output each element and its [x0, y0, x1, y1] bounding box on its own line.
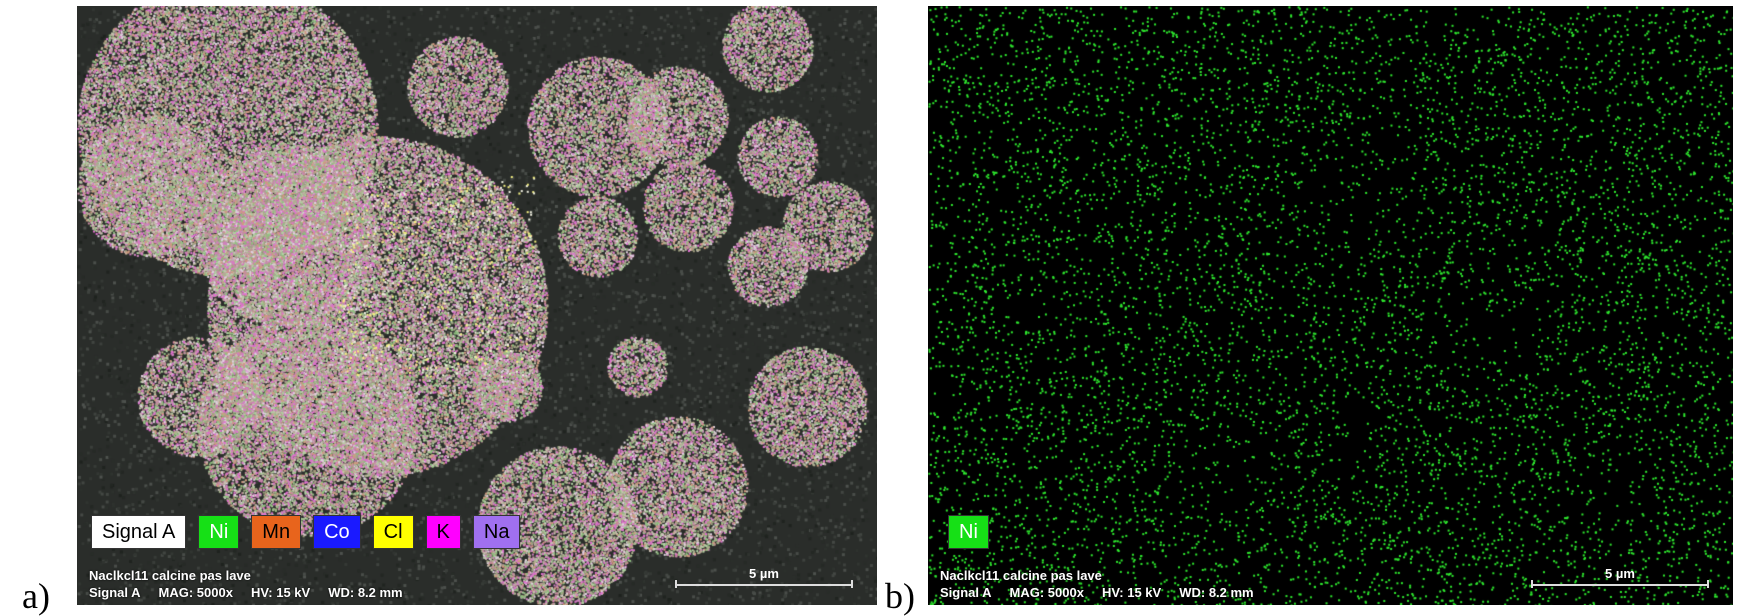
legend-k: K	[425, 515, 461, 549]
panel-b-letter: b)	[885, 576, 915, 616]
eds-composite-map: Signal A Ni Mn Co Cl K Na Naclkcl11 calc…	[77, 6, 877, 605]
legend-cl: Cl	[372, 515, 414, 549]
working-distance: WD: 8.2 mm	[1179, 585, 1254, 600]
magnification: MAG: 5000x	[158, 585, 233, 600]
element-legend: Ni	[948, 515, 989, 549]
scale-bar: 5 µm	[1531, 566, 1709, 588]
sample-name: Naclkcl11 calcine pas lave	[89, 568, 251, 583]
scale-bar-label: 5 µm	[749, 566, 779, 581]
legend-mn: Mn	[251, 515, 302, 549]
scale-bar-label: 5 µm	[1605, 566, 1635, 581]
scale-bar: 5 µm	[675, 566, 853, 588]
legend-signal-a: Signal A	[91, 515, 187, 549]
legend-na: Na	[472, 515, 521, 549]
composite-map-image	[77, 6, 877, 605]
eds-ni-map: Ni Naclkcl11 calcine pas lave Signal A MA…	[928, 6, 1733, 605]
high-voltage: HV: 15 kV	[250, 585, 311, 600]
magnification: MAG: 5000x	[1009, 585, 1084, 600]
image-caption: Naclkcl11 calcine pas lave Signal A MAG: …	[940, 567, 1272, 601]
high-voltage: HV: 15 kV	[1101, 585, 1162, 600]
sample-name: Naclkcl11 calcine pas lave	[940, 568, 1102, 583]
element-legend: Signal A Ni Mn Co Cl K Na	[91, 515, 521, 549]
working-distance: WD: 8.2 mm	[328, 585, 403, 600]
signal-label: Signal A	[89, 585, 141, 600]
legend-ni: Ni	[948, 515, 989, 549]
panel-a-letter: a)	[22, 576, 50, 616]
legend-ni: Ni	[198, 515, 240, 549]
signal-label: Signal A	[940, 585, 992, 600]
image-caption: Naclkcl11 calcine pas lave Signal A MAG: …	[89, 567, 421, 601]
legend-co: Co	[313, 515, 361, 549]
ni-map-image	[928, 6, 1733, 605]
